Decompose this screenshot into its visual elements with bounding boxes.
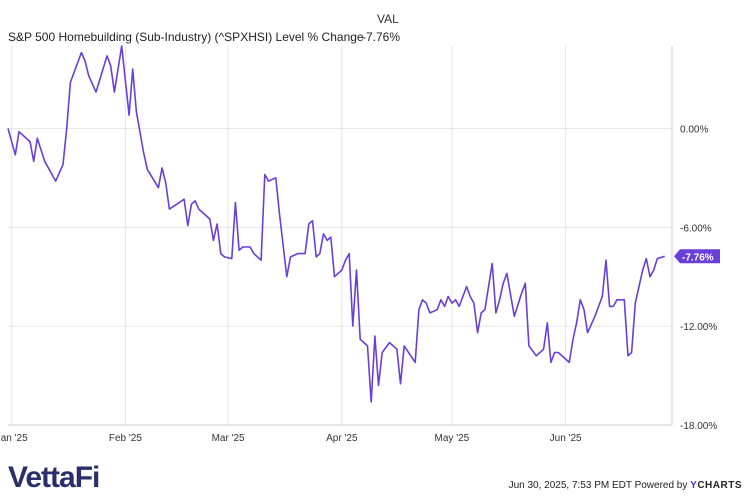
x-tick-label: Apr '25	[326, 433, 358, 444]
x-tick-label: May '25	[435, 433, 470, 444]
powered-by-credit: Jun 30, 2025, 7:53 PM EDT Powered by YCH…	[509, 480, 742, 491]
ycharts-logo-y: Y	[690, 480, 698, 491]
brand-part2: Fi	[74, 461, 101, 494]
series-layer	[7, 45, 665, 403]
y-tick-label: -12.00%	[680, 322, 717, 333]
grid	[8, 46, 672, 426]
x-tick-label: Jun '25	[550, 433, 582, 444]
legend-series-name[interactable]: S&P 500 Homebuilding (Sub-Industry) (^SP…	[8, 30, 364, 44]
legend-column-header: VAL	[377, 12, 399, 26]
vettafi-logo: VettaFi	[8, 461, 101, 495]
series-line	[7, 45, 665, 403]
x-tick-label: Jan '25	[0, 433, 28, 444]
credit-text: Jun 30, 2025, 7:53 PM EDT Powered by	[508, 480, 688, 491]
y-tick-label: 0.00%	[680, 124, 708, 135]
x-tick-label: Mar '25	[212, 433, 245, 444]
legend-series-value: -7.76%	[362, 30, 401, 44]
ycharts-logo[interactable]: YCHARTS	[690, 480, 742, 491]
ycharts-logo-rest: CHARTS	[697, 480, 742, 491]
y-tick-label: -18.00%	[680, 421, 717, 432]
x-tick-label: Feb '25	[109, 433, 142, 444]
brand-part1: Vetta	[8, 461, 76, 494]
tick-labels: 0.00% -6.00% -12.00% -18.00% Jan '25 Feb '25 M…	[0, 124, 720, 444]
footer: VettaFi Jun 30, 2025, 7:53 PM EDT Powere…	[0, 459, 750, 497]
end-value-label: -7.76%	[682, 252, 714, 263]
end-value-tag	[674, 249, 720, 264]
axes	[8, 46, 673, 426]
y-tick-label: -6.00%	[680, 223, 712, 234]
